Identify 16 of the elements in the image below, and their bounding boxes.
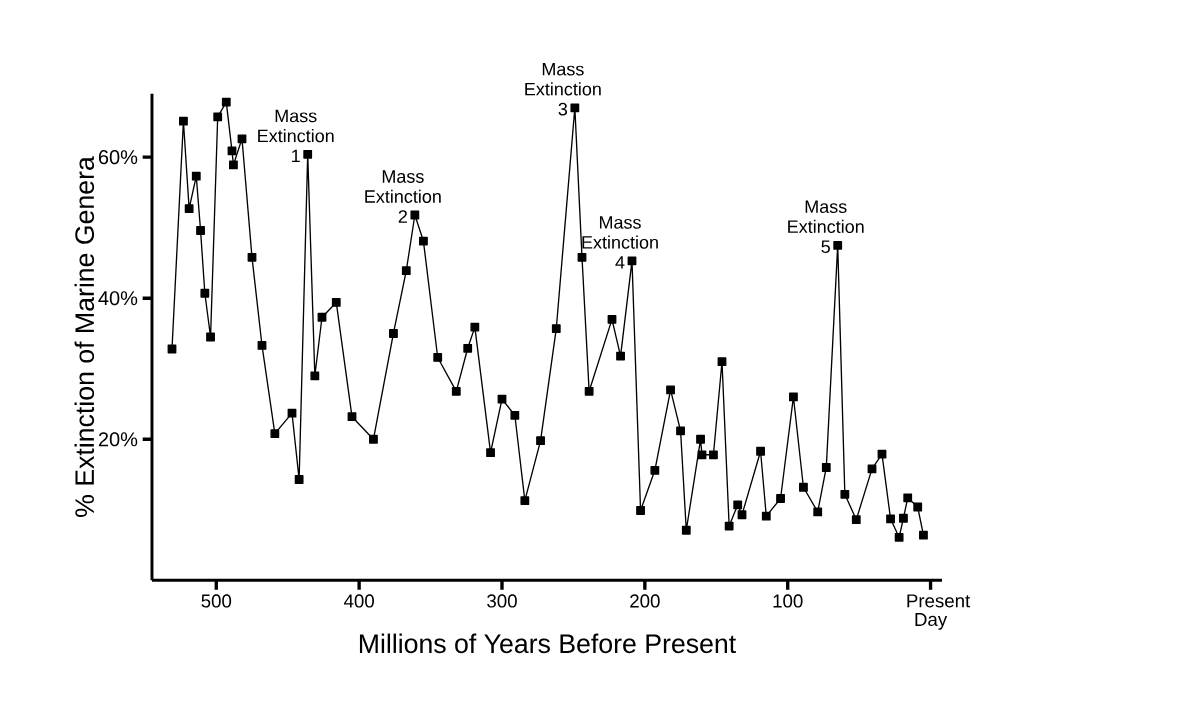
x-axis-title: Millions of Years Before Present — [359, 633, 736, 654]
y-tick-label: 20% — [98, 432, 138, 447]
y-tick-label: 40% — [98, 291, 138, 306]
x-tick-label: 200 — [630, 594, 660, 608]
x-tick-label: 400 — [343, 594, 374, 608]
annotation: Mass Extinction 2 — [365, 170, 441, 223]
annotation: Mass Extinction 3 — [525, 62, 601, 116]
y-axis-title: % Extinction of Marine Genera — [74, 156, 95, 517]
annotation: Mass Extinction 1 — [258, 109, 334, 163]
x-tick-label: 100 — [773, 594, 803, 608]
y-tick-label: 60% — [98, 150, 138, 165]
annotation: Mass Extinction 5 — [788, 200, 864, 254]
x-tick-label: 500 — [201, 594, 232, 608]
x-tick-label: Present Day — [907, 594, 971, 630]
x-tick-label: 300 — [487, 594, 517, 608]
annotation: Mass Extinction 4 — [582, 216, 658, 269]
